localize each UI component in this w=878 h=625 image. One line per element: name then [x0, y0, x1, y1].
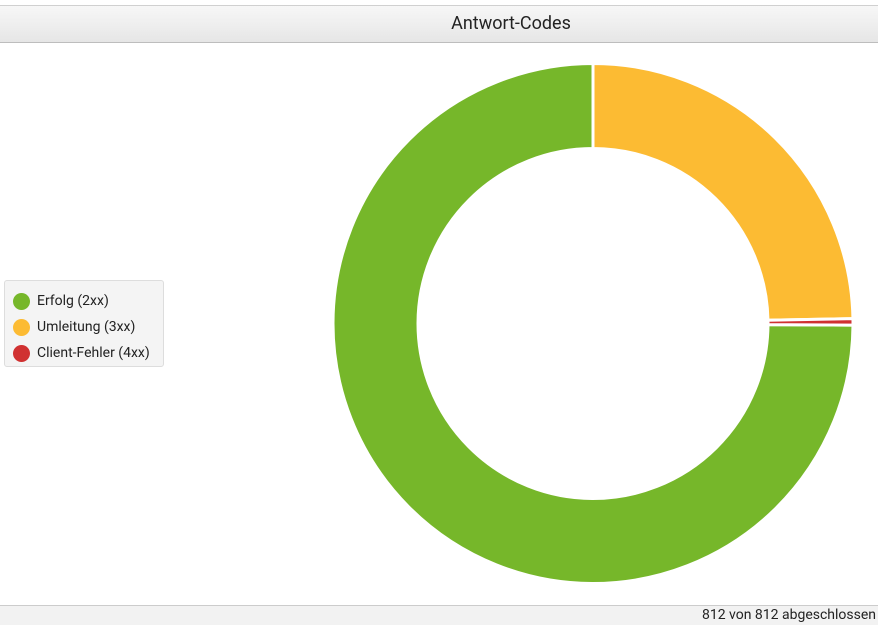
- chart-title: Antwort-Codes: [451, 13, 571, 34]
- slice: [591, 61, 855, 322]
- legend-label: Erfolg (2xx): [37, 293, 109, 309]
- legend-label: Umleitung (3xx): [37, 319, 136, 335]
- legend: Erfolg (2xx) Umleitung (3xx) Client-Fehler…: [4, 280, 164, 367]
- slice: [766, 317, 855, 327]
- legend-entry[interactable]: Erfolg (2xx): [5, 288, 163, 314]
- header: Antwort-Codes: [0, 5, 878, 43]
- legend-swatch: [13, 292, 30, 310]
- legend-entry[interactable]: Client-Fehler (4xx): [5, 340, 163, 366]
- legend-entry[interactable]: Umleitung (3xx): [5, 314, 163, 340]
- status-text: 812 von 812 abgeschlossen: [701, 607, 876, 623]
- legend-swatch: [13, 344, 30, 362]
- status-bar: 812 von 812 abgeschlossen: [0, 605, 878, 625]
- slice: [331, 61, 855, 585]
- legend-swatch: [13, 318, 30, 336]
- legend-label: Client-Fehler (4xx): [37, 345, 150, 361]
